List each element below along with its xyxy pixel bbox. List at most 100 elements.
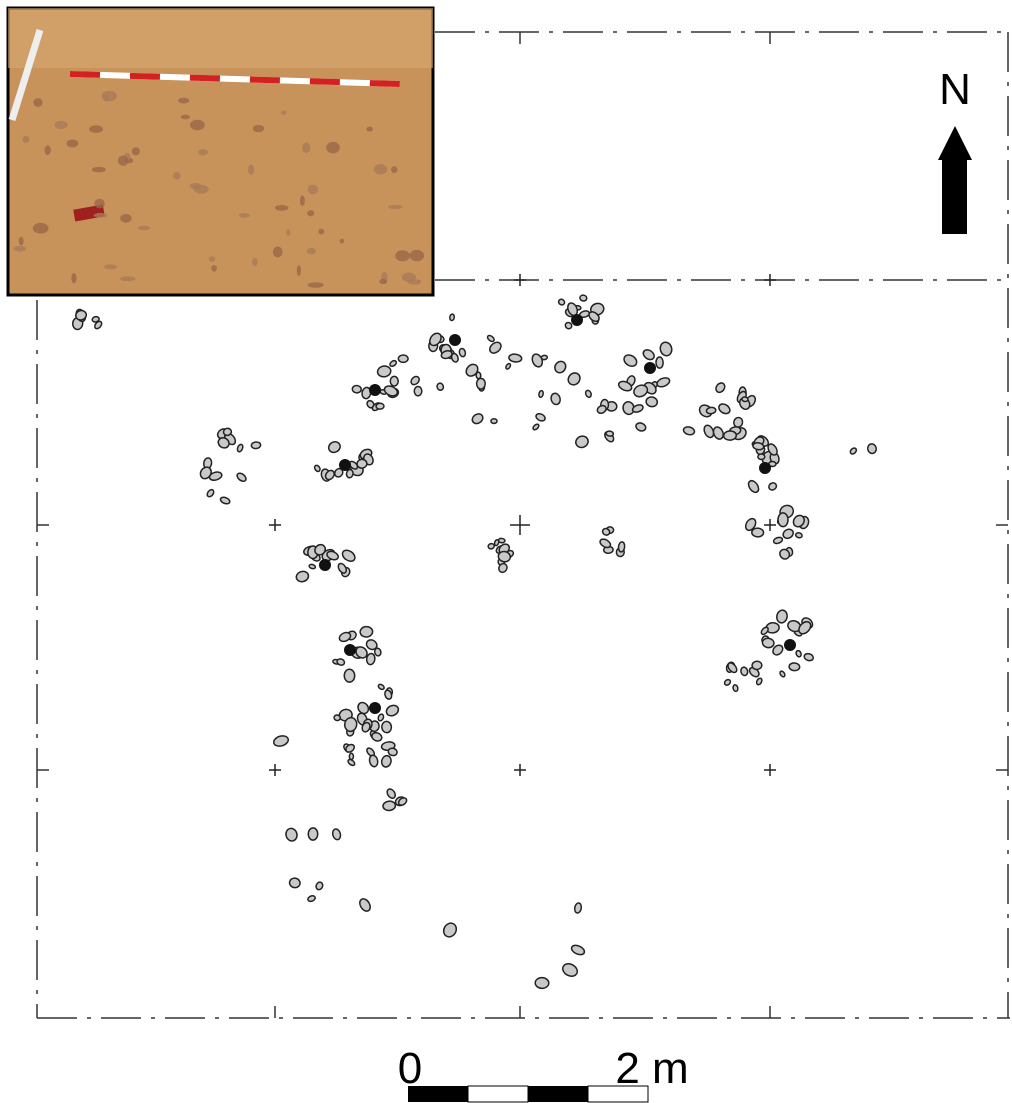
pebble [103,94,109,102]
pebble [18,236,24,246]
stone [285,827,298,842]
stone [337,562,348,574]
pebble [366,126,373,132]
stone [307,895,316,903]
pebble [391,166,398,174]
stone [803,652,815,662]
pebble [33,98,43,107]
stone [744,517,757,532]
pebble [307,210,315,217]
stone [348,752,355,761]
stone [75,309,88,321]
stone [413,385,423,397]
stone [356,458,368,469]
stone [313,464,321,473]
pebble [326,141,340,154]
photo-area [8,8,433,68]
stone [732,684,739,693]
stone [326,550,340,561]
stone [288,877,301,889]
stone [562,963,578,977]
stone [355,646,368,659]
stone [849,447,858,455]
stone [588,311,600,323]
stone [498,562,508,574]
pebble [208,256,216,262]
stone [343,716,358,733]
stone [389,375,399,387]
pebble [94,198,105,209]
pebble [247,164,255,175]
pebble [32,222,49,234]
pebble [178,97,190,104]
pebble [252,124,265,133]
pebble [318,228,325,235]
pebble [302,142,311,153]
charcoal [369,384,381,396]
stone [531,353,544,368]
stone [772,644,784,656]
pebble [71,272,77,284]
stone [794,532,803,539]
stone [487,542,495,550]
pebble [238,213,251,218]
stone [449,313,456,322]
stone [779,670,786,678]
pebble [401,272,416,283]
stone [397,797,408,806]
stone [741,396,749,403]
pebble [373,164,388,175]
pebble [91,166,106,173]
scale-bar: 0 2 m [398,1044,689,1103]
pebble [281,110,287,115]
stone [324,469,335,481]
stone [617,541,626,553]
pebble [54,120,68,130]
stone [557,298,566,306]
stone [373,647,382,657]
pebble [22,135,30,144]
charcoal [344,644,356,656]
stone [343,668,356,683]
stone [768,482,778,491]
stone [550,392,561,406]
pebble [117,155,129,166]
stone [752,442,765,451]
grid-cross [510,515,530,535]
stones [71,294,878,990]
stone [368,754,379,768]
charcoal [369,702,381,714]
stone [308,563,317,570]
grid-cross [514,764,526,776]
stone [505,362,512,370]
stone [381,720,393,734]
stone [236,443,244,453]
stone [722,430,738,441]
stone [747,479,760,494]
stone [333,714,342,722]
scale-segment [467,1085,529,1103]
stone [250,441,262,450]
scale-segment [528,1086,588,1102]
grid-cross [764,274,776,286]
stone [703,424,715,439]
stone [655,356,664,369]
stone [779,548,791,560]
stone [795,649,802,658]
stone [601,527,611,536]
arrow [938,126,972,234]
pebble [93,212,108,218]
stone [315,881,324,891]
pebble [306,247,316,255]
pebble [104,264,118,270]
stone [776,609,788,624]
charcoal [339,459,351,471]
stone [532,423,540,431]
pebble [252,257,258,266]
pebble [180,114,190,120]
stone [377,683,385,691]
stone [596,404,607,415]
pebble [13,245,27,252]
pebble [119,276,136,282]
stone [382,800,397,812]
